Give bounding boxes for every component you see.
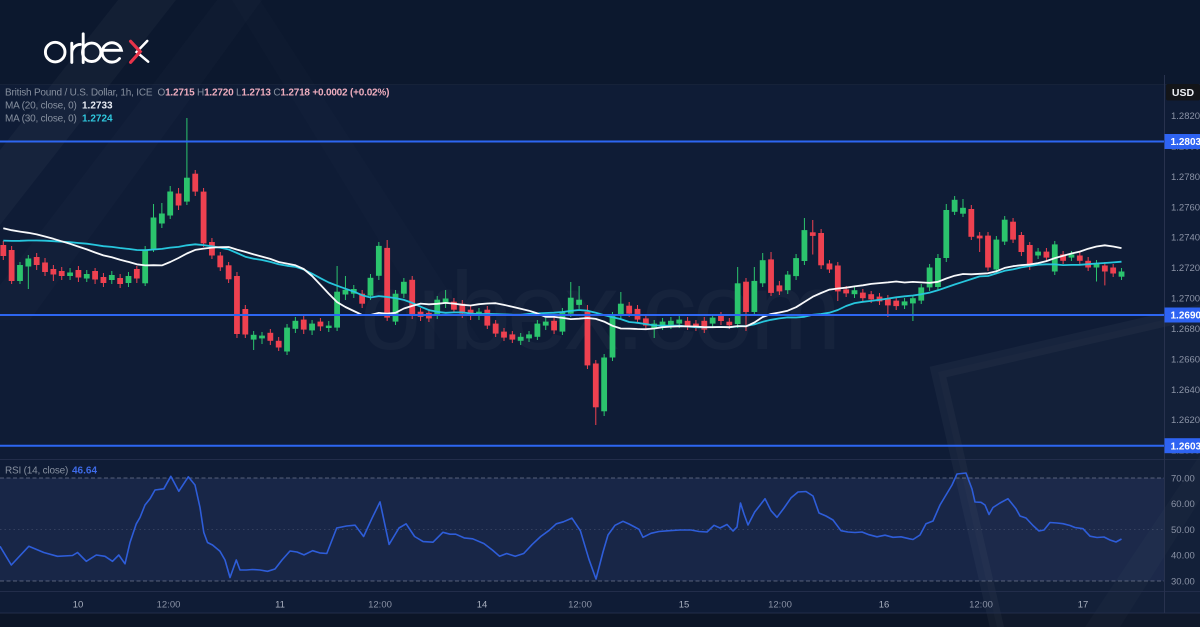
- svg-text:11: 11: [275, 600, 285, 611]
- svg-text:12:00: 12:00: [368, 600, 392, 611]
- svg-text:46.64: 46.64: [72, 466, 97, 477]
- svg-text:12:00: 12:00: [969, 600, 993, 611]
- svg-text:1.2603: 1.2603: [1171, 441, 1200, 452]
- svg-text:1.2760: 1.2760: [1171, 202, 1200, 213]
- svg-text:MA (20, close, 0): MA (20, close, 0): [5, 101, 77, 112]
- svg-text:12:00: 12:00: [568, 600, 592, 611]
- svg-text:14: 14: [477, 600, 488, 611]
- svg-text:1.2660: 1.2660: [1171, 354, 1200, 365]
- svg-text:1.2780: 1.2780: [1171, 172, 1200, 183]
- svg-text:1.2680: 1.2680: [1171, 324, 1200, 335]
- svg-text:40.00: 40.00: [1171, 551, 1195, 562]
- svg-text:1.2620: 1.2620: [1171, 415, 1200, 426]
- svg-text:60.00: 60.00: [1171, 499, 1195, 510]
- svg-text:1.2803: 1.2803: [1171, 137, 1200, 148]
- svg-text:1.2740: 1.2740: [1171, 233, 1200, 244]
- svg-text:MA (30, close, 0): MA (30, close, 0): [5, 114, 77, 125]
- svg-text:1.2700: 1.2700: [1171, 294, 1200, 305]
- svg-text:12:00: 12:00: [768, 600, 792, 611]
- svg-text:1.2720: 1.2720: [1171, 263, 1200, 274]
- svg-text:50.00: 50.00: [1171, 525, 1195, 536]
- svg-text:1.2640: 1.2640: [1171, 385, 1200, 396]
- svg-text:1.2820: 1.2820: [1171, 111, 1200, 122]
- svg-text:30.00: 30.00: [1171, 576, 1195, 587]
- svg-text:British Pound / U.S. Dollar, 1: British Pound / U.S. Dollar, 1h, ICE O1.…: [5, 88, 389, 99]
- svg-text:17: 17: [1078, 600, 1089, 611]
- svg-text:15: 15: [679, 600, 690, 611]
- svg-text:RSI (14, close): RSI (14, close): [5, 466, 68, 477]
- svg-text:16: 16: [879, 600, 890, 611]
- svg-text:1.2690: 1.2690: [1171, 311, 1200, 322]
- svg-text:1.2733: 1.2733: [82, 101, 113, 112]
- svg-text:70.00: 70.00: [1171, 473, 1195, 484]
- svg-text:USD: USD: [1172, 87, 1195, 99]
- svg-text:10: 10: [73, 600, 84, 611]
- svg-text:1.2724: 1.2724: [82, 114, 113, 125]
- svg-text:12:00: 12:00: [157, 600, 181, 611]
